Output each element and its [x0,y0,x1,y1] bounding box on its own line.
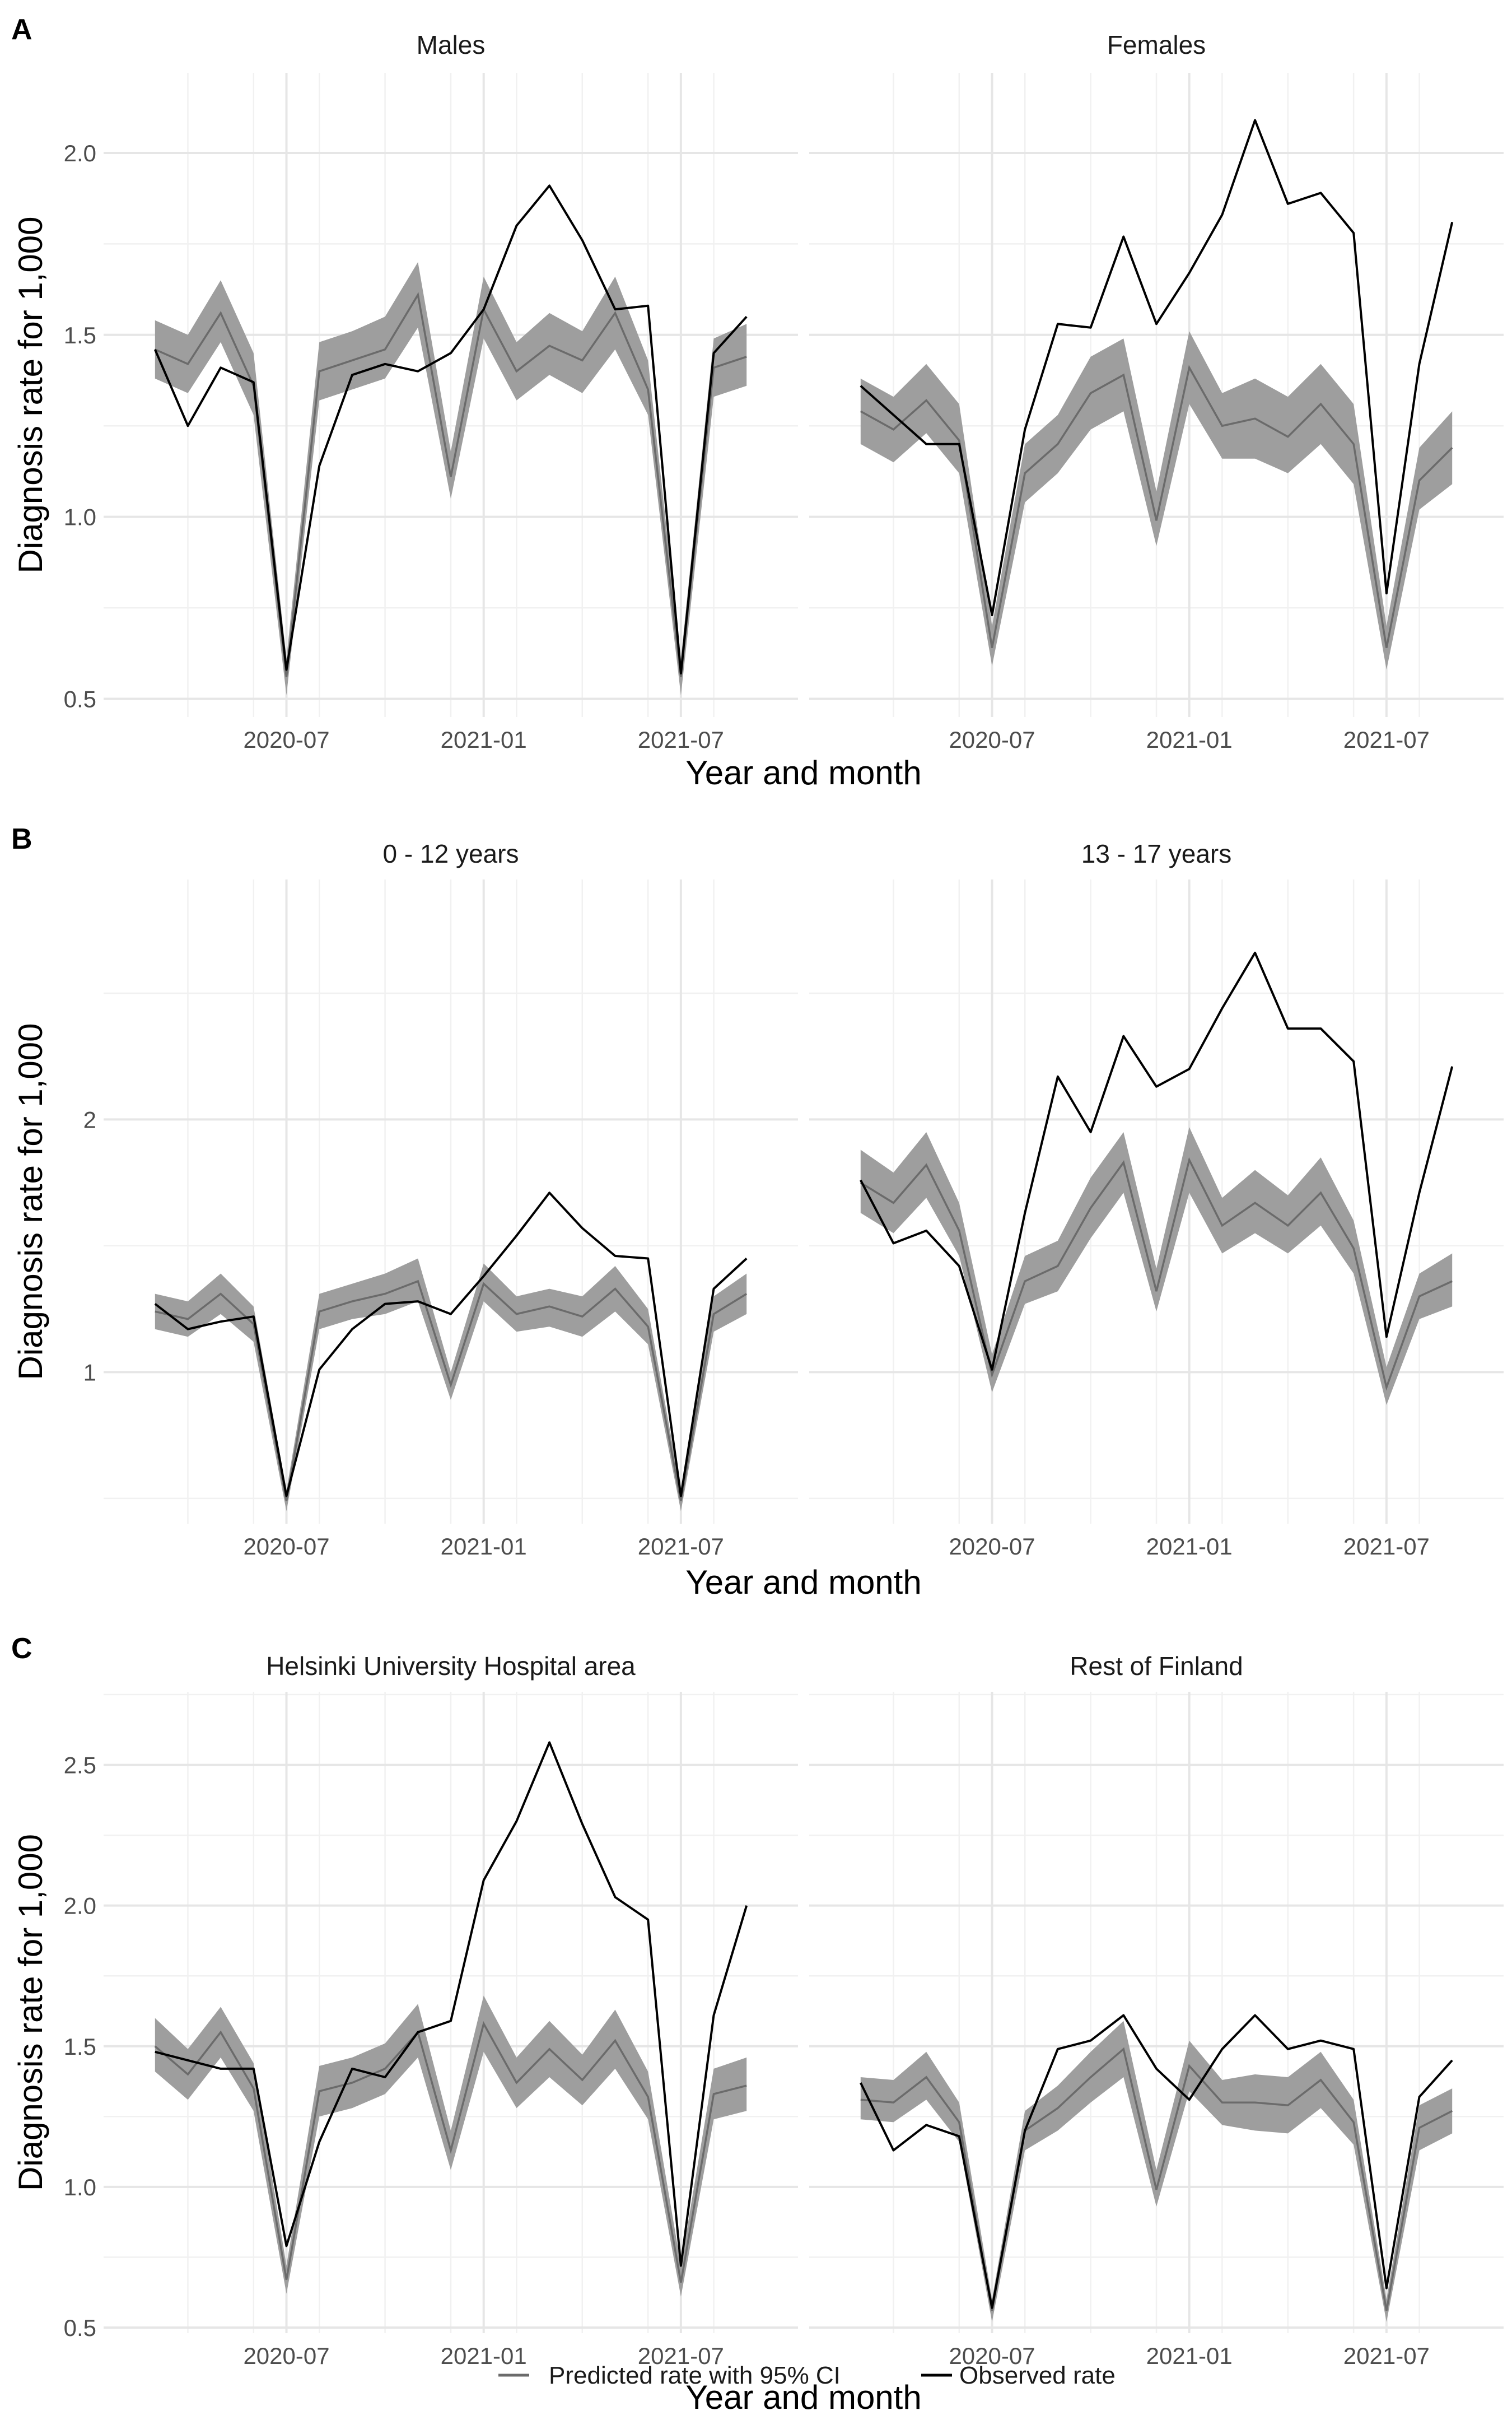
panel-letter: B [11,823,32,855]
x-tick-label: 2021-07 [638,1533,724,1560]
x-axis-title: Year and month [685,2379,921,2416]
facet-title: 13 - 17 years [1081,839,1231,868]
ci-band [155,1995,747,2297]
x-tick-label: 2021-01 [1146,1533,1233,1560]
observed-line [860,2014,1453,2309]
facet-title: 0 - 12 years [383,839,519,868]
panel-letter: A [11,13,32,46]
x-tick-label: 2021-01 [1146,727,1233,753]
ci-band [155,262,747,695]
x-tick-label: 2021-01 [441,727,527,753]
predicted-line [155,1279,748,1501]
observed-line [153,184,748,674]
observed-line [860,119,1454,617]
y-tick-label: 1.5 [64,322,96,348]
facet-left: Males 2020-07 2021-01 2021-07 [104,30,798,753]
y-axis-title: Diagnosis rate for 1,000 [12,216,49,573]
x-tick-label: 2021-01 [1146,2343,1233,2369]
x-tick-label: 2020-07 [949,1533,1035,1560]
facet-title: Females [1107,30,1206,59]
x-tick-label: 2020-07 [243,1533,329,1560]
y-tick-label: 2.0 [64,140,96,166]
y-axis-title: Diagnosis rate for 1,000 [12,1834,49,2191]
y-tick-label: 2.5 [64,1752,96,1779]
predicted-line [154,2021,747,2283]
y-axis-title: Diagnosis rate for 1,000 [12,1023,49,1380]
legend-label-observed: Observed rate [959,2362,1116,2389]
y-tick-label: 0.5 [64,2315,96,2341]
x-tick-label: 2021-07 [638,727,724,753]
facet-title: Males [417,30,486,59]
y-tick-label: 1.0 [64,2174,96,2200]
x-tick-label: 2021-01 [441,2343,527,2369]
ci-band [860,2021,1453,2322]
y-tick-label: 1.0 [64,504,96,530]
facet-right: Rest of Finland 2020-07 2021-01 2021-07 [809,1651,1504,2369]
legend: Predicted rate with 95% CI Observed rate [498,2362,1116,2389]
y-tick-label: 1.5 [64,2033,96,2060]
x-axis-title: Year and month [685,754,921,792]
y-tick-label: 2.0 [64,1893,96,1919]
facet-left: 0 - 12 years 2020-07 2021-01 2021-07 [104,839,798,1560]
panel-c: C Diagnosis rate for 1,000 Year and month 0… [11,1632,1504,2416]
panel-letter: C [11,1632,32,1665]
facet-title: Helsinki University Hospital area [266,1651,636,1681]
y-tick-label: 0.5 [64,686,96,713]
facet-left: Helsinki University Hospital area 2020-07… [104,1651,798,2369]
facet-right: 13 - 17 years 2020-07 2021-01 2021-07 [809,839,1504,1560]
facet-title: Rest of Finland [1070,1651,1243,1681]
panel-a: A Diagnosis rate for 1,000 Year and month 0… [11,13,1504,792]
x-tick-label: 2021-07 [1343,727,1430,753]
predicted-line [860,1157,1453,1391]
observed-line [155,1741,748,2267]
y-tick-label: 1 [83,1359,96,1385]
predicted-line [860,2047,1453,2311]
facet-right: Females 2020-07 2021-01 2021-07 [809,30,1504,753]
ci-band [860,331,1453,670]
observed-line [860,951,1454,1371]
x-tick-label: 2020-07 [243,727,329,753]
x-axis-title: Year and month [685,1563,921,1601]
ci-band [860,1127,1453,1405]
x-tick-label: 2020-07 [949,2343,1035,2369]
legend-label-predicted: Predicted rate with 95% CI [549,2362,841,2389]
observed-line [154,1192,748,1497]
x-tick-label: 2021-07 [1343,1533,1430,1560]
x-tick-label: 2020-07 [243,2343,329,2369]
predicted-line [860,365,1453,648]
x-tick-label: 2020-07 [949,727,1035,753]
x-tick-label: 2021-01 [441,1533,527,1560]
x-tick-label: 2021-07 [638,2343,724,2369]
y-tick-label: 2 [83,1106,96,1133]
x-tick-label: 2021-07 [1343,2343,1430,2369]
